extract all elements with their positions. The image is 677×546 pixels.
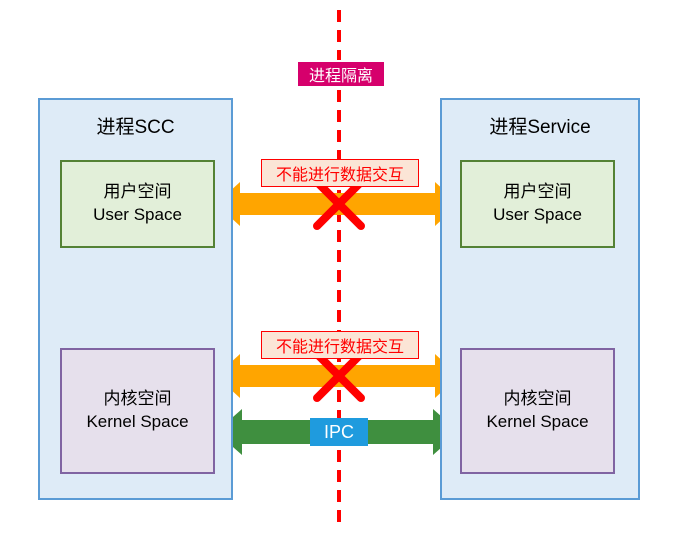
user-left-line1: 用户空间 [104,181,172,204]
user-left-line2: User Space [93,204,182,227]
note-top: 不能进行数据交互 [261,159,419,187]
note-top-text: 不能进行数据交互 [276,161,404,185]
note-mid-text: 不能进行数据交互 [276,333,404,357]
kernel-right-line2: Kernel Space [486,411,588,434]
user-space-right: 用户空间 User Space [460,160,615,248]
isolation-badge: 进程隔离 [296,60,386,88]
isolation-badge-text: 进程隔离 [309,62,373,86]
kernel-right-line1: 内核空间 [504,388,572,411]
note-mid: 不能进行数据交互 [261,331,419,359]
kernel-left-line2: Kernel Space [86,411,188,434]
diagram-canvas: 进程SCC 进程Service 用户空间 User Space 用户空间 Use… [0,0,677,546]
kernel-left-line1: 内核空间 [104,388,172,411]
process-left-title: 进程SCC [40,112,231,139]
user-right-line2: User Space [493,204,582,227]
ipc-badge-text: IPC [324,422,354,443]
ipc-badge: IPC [310,418,368,446]
process-right-title: 进程Service [442,112,638,139]
kernel-space-left: 内核空间 Kernel Space [60,348,215,474]
user-space-left: 用户空间 User Space [60,160,215,248]
user-right-line1: 用户空间 [504,181,572,204]
kernel-space-right: 内核空间 Kernel Space [460,348,615,474]
